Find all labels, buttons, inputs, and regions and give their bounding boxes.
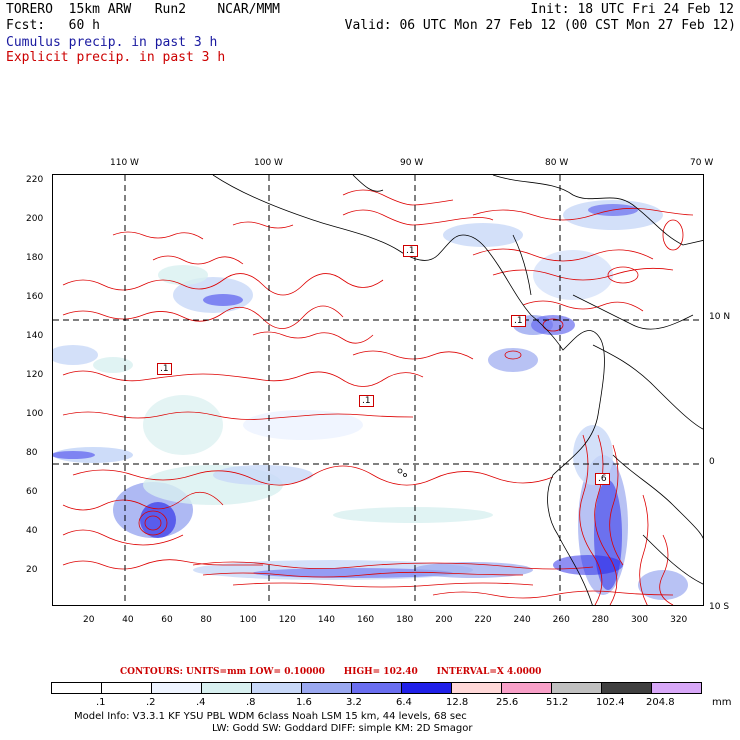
colorbar-swatch	[351, 682, 402, 694]
contour-label: .1	[511, 315, 526, 327]
colorbar-swatch	[651, 682, 702, 694]
explicit-precip-contours	[62, 189, 694, 605]
x-tick-label: 60	[161, 615, 173, 625]
lat-label: 0	[709, 457, 715, 467]
colorbar-label: 51.2	[546, 697, 569, 708]
valid-time: Valid: 06 UTC Mon 27 Feb 12 (00 CST Mon …	[344, 18, 736, 33]
colorbar-label: .8	[246, 697, 256, 708]
colorbar-swatch	[451, 682, 502, 694]
init-time: Init: 18 UTC Fri 24 Feb 12	[530, 2, 735, 17]
colorbar-label: 3.2	[346, 697, 362, 708]
x-tick-label: 40	[122, 615, 134, 625]
colorbar-swatch	[251, 682, 302, 694]
model-name: TORERO 15km ARW Run2 NCAR/MMM	[6, 2, 280, 17]
x-tick-label: 200	[435, 615, 453, 625]
lon-label: 110 W	[110, 158, 139, 168]
lon-label: 80 W	[545, 158, 569, 168]
model-info-line2: LW: Godd SW: Goddard DIFF: simple KM: 2D…	[212, 723, 473, 734]
forecast-hour: Fcst: 60 h	[6, 18, 100, 33]
colorbar-swatch	[201, 682, 252, 694]
x-tick-label: 120	[278, 615, 296, 625]
y-tick-label: 160	[26, 292, 44, 302]
y-tick-label: 80	[26, 448, 38, 458]
x-tick-label: 80	[200, 615, 212, 625]
field-cumulus-label: Cumulus precip. in past 3 h	[6, 35, 218, 50]
precip-colorbar	[51, 682, 702, 694]
lon-label: 100 W	[254, 158, 283, 168]
contour-label: .1	[359, 395, 374, 407]
precip-map: .1 .1 .1 .1 .6	[52, 174, 704, 606]
colorbar-label: 204.8	[646, 697, 675, 708]
y-tick-label: 120	[26, 370, 44, 380]
colorbar-label: 1.6	[296, 697, 312, 708]
x-tick-label: 140	[317, 615, 336, 625]
contour-label: .1	[403, 245, 418, 257]
x-tick-label: 240	[513, 615, 531, 625]
lon-label: 70 W	[690, 158, 714, 168]
y-tick-label: 200	[26, 214, 44, 224]
y-tick-label: 180	[26, 253, 44, 263]
colorbar-swatch	[151, 682, 202, 694]
colorbar-label: .2	[146, 697, 156, 708]
colorbar-label: 12.8	[446, 697, 469, 708]
map-canvas	[53, 175, 703, 605]
colorbar-swatch	[51, 682, 102, 694]
colorbar-swatch	[101, 682, 152, 694]
x-tick-label: 320	[670, 615, 688, 625]
contour-label: .1	[157, 363, 172, 375]
field-explicit-label: Explicit precip. in past 3 h	[6, 50, 226, 65]
y-tick-label: 140	[26, 331, 44, 341]
x-tick-label: 100	[239, 615, 257, 625]
colorbar-label: .4	[196, 697, 206, 708]
x-tick-label: 160	[356, 615, 375, 625]
x-tick-label: 300	[630, 615, 649, 625]
y-tick-label: 220	[26, 175, 44, 185]
colorbar-swatch	[401, 682, 452, 694]
colorbar-swatch	[501, 682, 552, 694]
colorbar-swatch	[301, 682, 352, 694]
colorbar-swatch	[601, 682, 652, 694]
x-tick-label: 180	[396, 615, 414, 625]
x-tick-label: 220	[474, 615, 492, 625]
colorbar-unit: mm	[712, 697, 732, 708]
y-tick-label: 40	[26, 526, 38, 536]
y-tick-label: 20	[26, 565, 38, 575]
x-tick-label: 280	[591, 615, 609, 625]
coastlines	[212, 175, 703, 605]
colorbar-label: 102.4	[596, 697, 625, 708]
y-tick-label: 60	[26, 487, 38, 497]
contour-label: .6	[595, 473, 610, 485]
colorbar-label: 6.4	[396, 697, 412, 708]
model-info-line1: Model Info: V3.3.1 KF YSU PBL WDM 6class…	[74, 711, 467, 722]
colorbar-label: .1	[96, 697, 106, 708]
y-tick-label: 100	[26, 409, 44, 419]
x-tick-label: 20	[83, 615, 95, 625]
x-tick-label: 260	[552, 615, 570, 625]
lon-label: 90 W	[400, 158, 424, 168]
lat-label: 10 N	[709, 312, 731, 322]
colorbar-swatch	[551, 682, 602, 694]
contours-info: CONTOURS: UNITS=mm LOW= 0.10000 HIGH= 10…	[120, 667, 542, 677]
colorbar-label: 25.6	[496, 697, 519, 708]
lat-label: 10 S	[709, 602, 730, 612]
